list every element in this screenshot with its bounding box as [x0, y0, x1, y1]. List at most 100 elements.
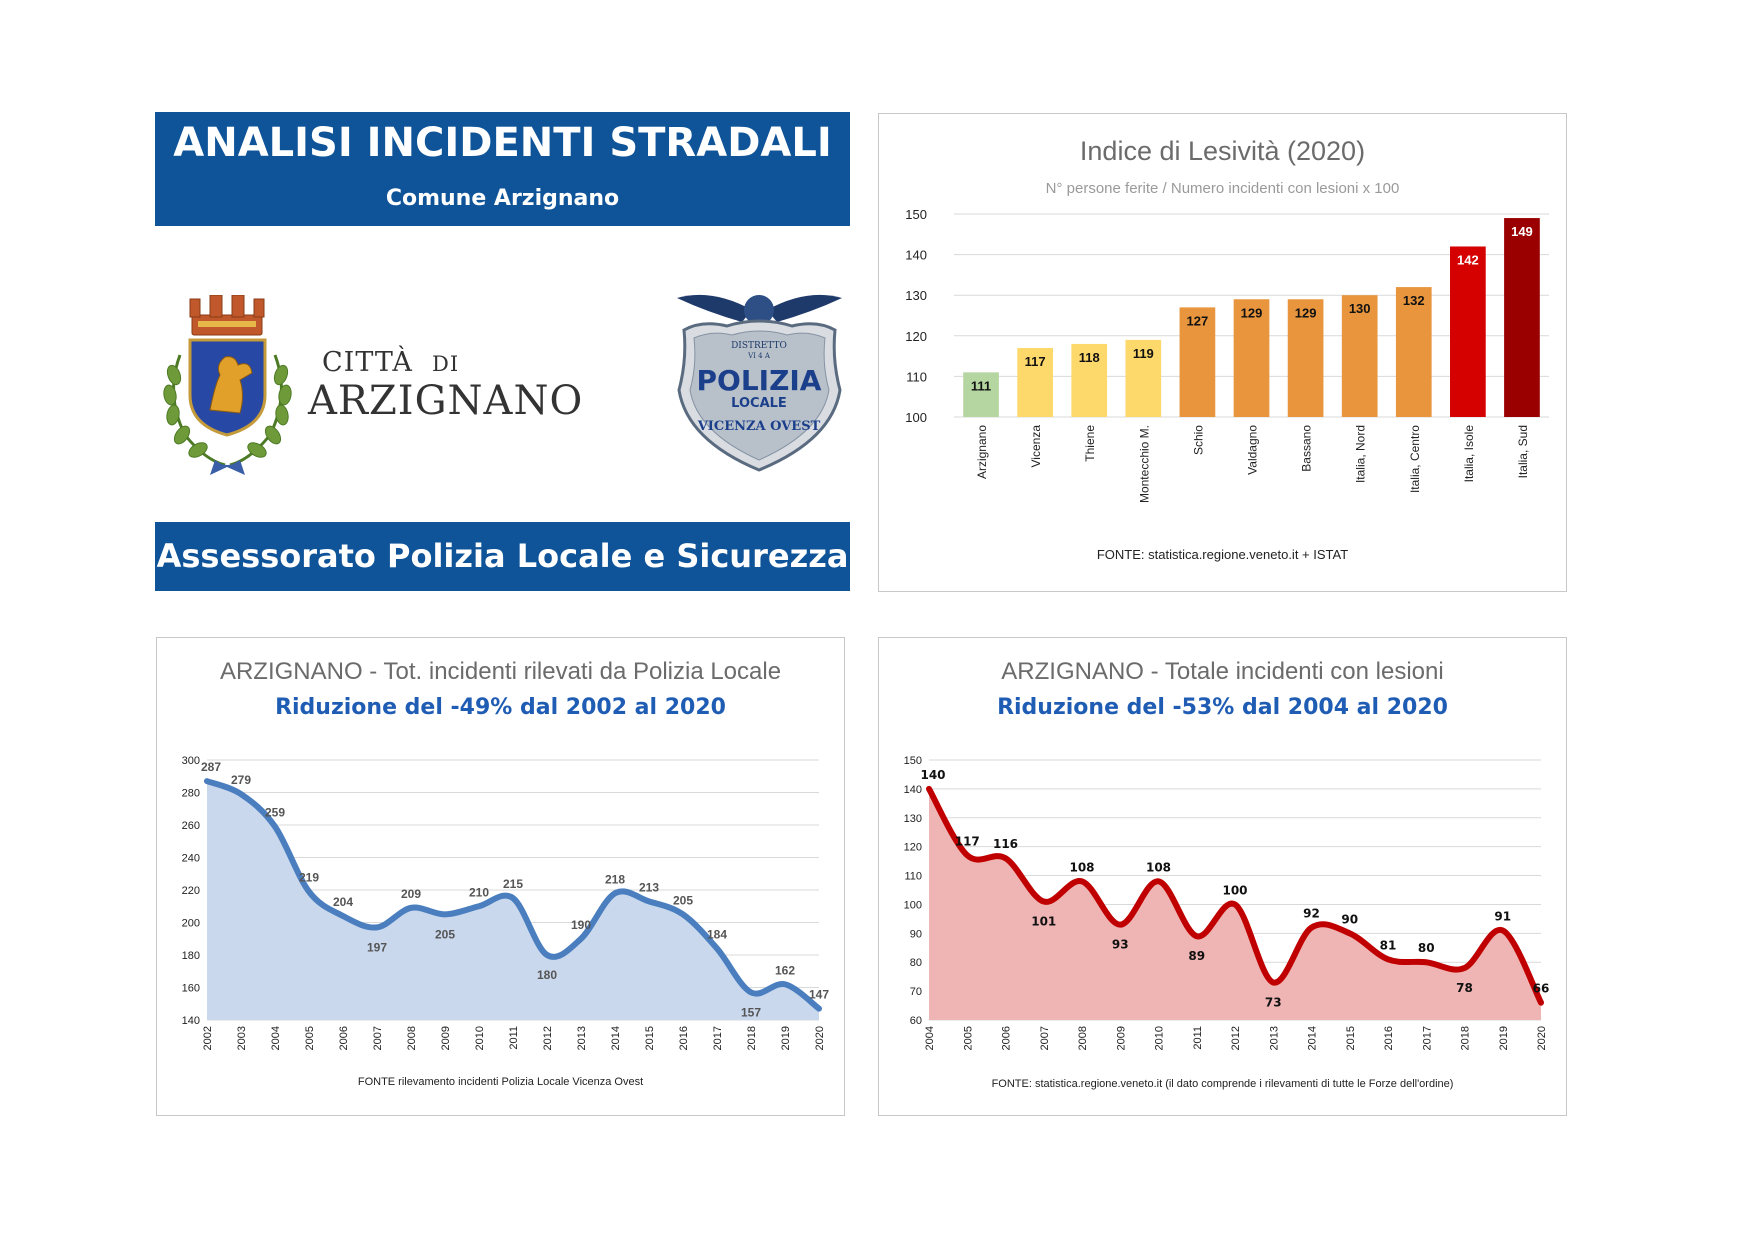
- bar: [1450, 246, 1486, 417]
- data-point-label: 92: [1303, 907, 1320, 921]
- y-tick-label: 100: [905, 410, 927, 425]
- lesivita-chart-source: FONTE: statistica.regione.veneto.it + IS…: [1096, 547, 1349, 562]
- y-tick-label: 140: [182, 1015, 200, 1027]
- city-word: CITTÀ: [322, 347, 413, 378]
- y-tick-label: 300: [182, 755, 200, 767]
- data-point-label: 93: [1112, 938, 1129, 952]
- bar-value-label: 118: [1079, 350, 1100, 365]
- data-point-label: 140: [920, 768, 945, 782]
- x-tick-label: 2004: [924, 1026, 936, 1050]
- data-point-label: 157: [741, 1005, 761, 1019]
- data-point-label: 78: [1456, 981, 1473, 995]
- data-point-label: 213: [639, 880, 659, 894]
- data-point-label: 81: [1380, 938, 1397, 952]
- x-tick-label: 2007: [1039, 1026, 1051, 1050]
- bar: [1071, 343, 1108, 417]
- x-category-label: Italia, Isole: [1462, 425, 1476, 483]
- data-point-label: 147: [809, 988, 829, 1002]
- x-category-label: Montecchio M.: [1137, 425, 1151, 503]
- y-tick-label: 130: [904, 813, 922, 825]
- polizia-chart-subtitle: Riduzione del -49% dal 2002 al 2020: [275, 695, 726, 720]
- x-tick-label: 2015: [1345, 1026, 1357, 1050]
- badge-top-text: DISTRETTO: [731, 341, 787, 351]
- series-line: [204, 778, 822, 1012]
- bar: [1125, 339, 1162, 417]
- data-point-label: 218: [605, 872, 625, 886]
- lesivita-chart-subtitle: N° persone ferite / Numero incidenti con…: [1045, 180, 1400, 197]
- x-tick-label: 2015: [644, 1026, 656, 1050]
- y-tick-label: 220: [182, 885, 200, 897]
- bar-value-label: 117: [1025, 354, 1046, 369]
- x-tick-label: 2009: [1115, 1026, 1127, 1050]
- data-point-label: 259: [265, 806, 285, 820]
- y-tick-label: 200: [182, 918, 200, 930]
- y-tick-label: 120: [904, 842, 922, 854]
- x-tick-label: 2006: [1001, 1026, 1013, 1050]
- x-tick-label: 2014: [610, 1026, 622, 1050]
- x-tick-label: 2020: [814, 1026, 826, 1050]
- y-tick-label: 260: [182, 820, 200, 832]
- x-tick-label: 2019: [1498, 1026, 1510, 1050]
- x-category-label: Italia, Centro: [1408, 425, 1422, 493]
- data-point-label: 209: [401, 887, 421, 901]
- bar: [1179, 307, 1216, 417]
- polizia-chart-panel: ARZIGNANO - Tot. incidenti rilevati da P…: [156, 637, 845, 1116]
- x-tick-label: 2017: [1421, 1026, 1433, 1050]
- x-tick-label: 2011: [1192, 1026, 1204, 1050]
- x-tick-label: 2018: [1460, 1026, 1472, 1050]
- x-category-label: Thiene: [1083, 425, 1097, 462]
- data-point-label: 197: [367, 940, 387, 954]
- x-tick-label: 2010: [1154, 1026, 1166, 1050]
- x-tick-label: 2012: [1230, 1026, 1242, 1050]
- data-point-label: 116: [993, 837, 1018, 851]
- bar-value-label: 129: [1241, 305, 1263, 320]
- lesioni-chart-title: ARZIGNANO - Totale incidenti con lesioni: [1001, 658, 1444, 685]
- bar-value-label: 127: [1187, 313, 1209, 328]
- polizia-chart-plot: 140 160 180 200 220 240 260 280 300 287 2002 279 200…: [182, 755, 830, 1050]
- x-category-label: Vicenza: [1029, 425, 1043, 468]
- y-tick-label: 150: [904, 755, 922, 767]
- x-tick-label: 2018: [746, 1026, 758, 1050]
- y-tick-label: 130: [905, 288, 927, 303]
- x-tick-label: 2019: [780, 1026, 792, 1050]
- y-tick-label: 160: [182, 983, 200, 995]
- data-point-label: 204: [333, 895, 353, 909]
- lesioni-chart-plot: 6070809010011012013014015014020041172005…: [904, 755, 1550, 1050]
- data-point-label: 80: [1418, 941, 1435, 955]
- data-point-label: 117: [955, 834, 980, 848]
- data-point-label: 190: [571, 918, 591, 932]
- x-tick-label: 2009: [440, 1026, 452, 1050]
- bar: [1341, 295, 1378, 417]
- data-point-label: 215: [503, 877, 523, 891]
- data-point-label: 219: [299, 871, 319, 885]
- header-banner: ANALISI INCIDENTI STRADALI Comune Arzign…: [155, 112, 850, 226]
- data-point-label: 184: [707, 928, 727, 942]
- x-tick-label: 2007: [372, 1026, 384, 1050]
- page-subtitle: Comune Arzignano: [385, 186, 620, 211]
- badge-bottom: VICENZA OVEST: [697, 419, 821, 434]
- data-point-label: 108: [1069, 860, 1094, 874]
- city-name-line1: CITTÀ DI: [322, 347, 459, 378]
- data-point-label: 210: [469, 885, 489, 899]
- y-tick-label: 110: [904, 871, 922, 883]
- y-tick-label: 120: [905, 329, 927, 344]
- x-category-label: Valdagno: [1246, 425, 1260, 475]
- data-point-label: 100: [1222, 883, 1247, 897]
- data-point-label: 90: [1341, 912, 1358, 926]
- x-tick-label: 2012: [542, 1026, 554, 1050]
- police-badge-icon: DISTRETTO VI 4 A POLIZIA LOCALE VICENZA …: [677, 294, 842, 472]
- city-di: DI: [432, 352, 460, 376]
- bar: [1233, 299, 1270, 417]
- x-category-label: Italia, Nord: [1354, 425, 1368, 483]
- polizia-chart-title: ARZIGNANO - Tot. incidenti rilevati da P…: [219, 658, 782, 685]
- assessorato-banner: Assessorato Polizia Locale e Sicurezza: [155, 522, 850, 591]
- x-tick-label: 2002: [202, 1026, 214, 1050]
- data-point-label: 108: [1146, 860, 1171, 874]
- data-point-label: 205: [673, 893, 693, 907]
- x-tick-label: 2020: [1536, 1026, 1548, 1050]
- x-category-label: Italia, Sud: [1516, 425, 1530, 478]
- bar-value-label: 142: [1457, 252, 1479, 267]
- lesivita-chart-plot: 100 110 120 130 140 150 111 Arzignano 117 Vicenza…: [905, 207, 1549, 503]
- x-tick-label: 2008: [406, 1026, 418, 1050]
- x-tick-label: 2013: [576, 1026, 588, 1050]
